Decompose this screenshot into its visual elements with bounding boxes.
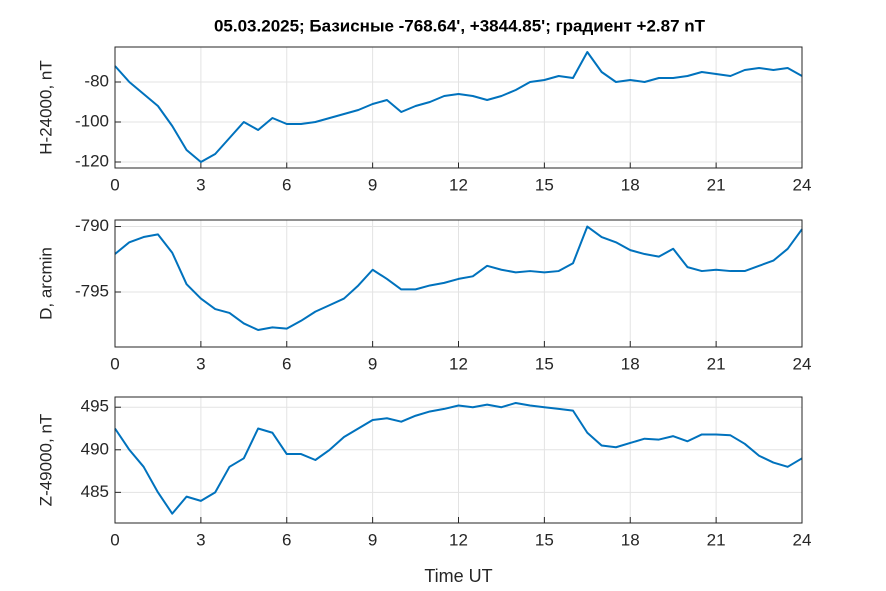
x-tick-label: 24 [793, 354, 812, 373]
x-tick-label: 3 [196, 354, 205, 373]
x-tick-label: 12 [449, 175, 468, 194]
y-tick-label: 495 [81, 397, 109, 416]
x-tick-label: 15 [535, 175, 554, 194]
y-tick-label: -100 [75, 111, 109, 130]
x-tick-label: 9 [368, 530, 377, 549]
x-tick-label: 0 [110, 175, 119, 194]
x-tick-label: 12 [449, 354, 468, 373]
x-tick-label: 15 [535, 530, 554, 549]
data-line [114, 225, 803, 331]
x-tick-label: 21 [707, 354, 726, 373]
x-tick-label: 0 [110, 530, 119, 549]
y-tick-label: 485 [81, 482, 109, 501]
x-tick-label: 0 [110, 354, 119, 373]
x-tick-label: 9 [368, 354, 377, 373]
x-tick-label: 3 [196, 175, 205, 194]
y-tick-label: 490 [81, 439, 109, 458]
axes-box [114, 46, 803, 169]
x-tick-label: 6 [282, 354, 291, 373]
x-axis-label: Time UT [424, 566, 492, 586]
x-tick-label: 9 [368, 175, 377, 194]
x-tick-label: 24 [793, 175, 812, 194]
x-tick-label: 3 [196, 530, 205, 549]
x-tick-label: 18 [621, 530, 640, 549]
y-tick-label: -120 [75, 151, 109, 170]
data-line [114, 401, 803, 515]
y-tick-label: -795 [75, 281, 109, 300]
y-axis-label: H-24000, nT [36, 60, 55, 155]
chart-title: 05.03.2025; Базисные -768.64', +3844.85'… [214, 16, 706, 35]
x-tick-label: 21 [707, 530, 726, 549]
x-tick-label: 12 [449, 530, 468, 549]
x-tick-label: 15 [535, 354, 554, 373]
x-tick-label: 18 [621, 354, 640, 373]
x-tick-label: 24 [793, 530, 812, 549]
axes-box [114, 219, 803, 348]
x-tick-label: 6 [282, 175, 291, 194]
y-axis-label: Z-49000, nT [36, 414, 55, 507]
x-tick-label: 6 [282, 530, 291, 549]
x-tick-label: 21 [707, 175, 726, 194]
x-tick-label: 18 [621, 175, 640, 194]
y-axis-label: D, arcmin [36, 247, 55, 320]
y-tick-label: -790 [75, 216, 109, 235]
axes-box [114, 396, 803, 524]
y-tick-label: -80 [84, 71, 109, 90]
data-line [114, 51, 803, 163]
